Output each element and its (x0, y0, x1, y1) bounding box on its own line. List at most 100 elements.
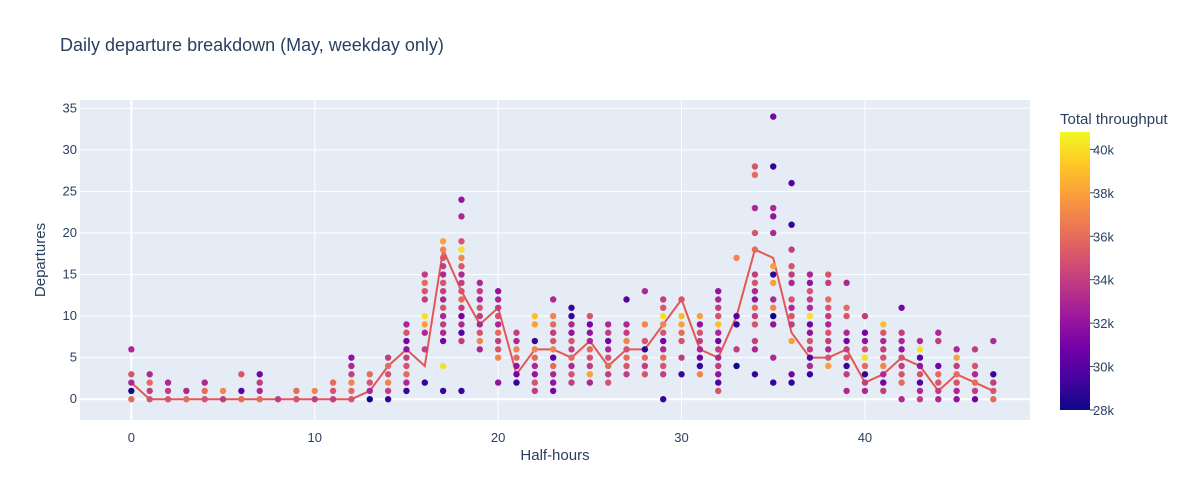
scatter-point (586, 362, 594, 370)
scatter-point (843, 312, 850, 320)
scatter-point (238, 396, 245, 403)
scatter-point (935, 396, 942, 403)
x-gridlines (130, 100, 866, 420)
y-tick-label: 0 (70, 391, 77, 406)
scatter-point (788, 304, 795, 311)
scatter-point (825, 304, 832, 311)
scatter-point (861, 387, 869, 395)
scatter-point (990, 396, 997, 403)
scatter-point (476, 329, 484, 336)
scatter-point (384, 379, 392, 386)
x-tick-label: 10 (308, 430, 322, 445)
scatter-point (476, 296, 484, 303)
scatter-point (439, 254, 447, 262)
colorbar (1060, 132, 1090, 410)
scatter-point (201, 387, 208, 395)
x-tick-label: 30 (674, 430, 688, 445)
scatter-point (715, 354, 722, 361)
scatter-point (586, 321, 594, 328)
scatter-point (586, 337, 594, 345)
scatter-point (660, 321, 667, 328)
scatter-point (696, 346, 704, 353)
scatter-point (751, 287, 759, 295)
scatter-point (660, 371, 667, 378)
scatter-point (751, 204, 759, 212)
scatter-point (733, 312, 740, 320)
scatter-point (623, 371, 630, 378)
scatter-point (458, 304, 465, 311)
scatter-point (403, 379, 410, 386)
x-tick-label: 40 (858, 430, 872, 445)
scatter-point (880, 321, 887, 328)
scatter-point (549, 371, 557, 378)
scatter-point (128, 346, 135, 353)
scatter-point (806, 296, 814, 303)
scatter-point (825, 346, 832, 353)
scatter-point (715, 387, 722, 395)
scatter-point (623, 362, 630, 370)
scatter-point (788, 337, 795, 345)
colorbar-tick-label: 34k (1093, 273, 1114, 288)
scatter-point (458, 271, 465, 278)
scatter-point (788, 296, 795, 303)
scatter-point (953, 354, 960, 361)
scatter-point (549, 329, 557, 336)
x-axis-title: Half-hours (520, 447, 589, 464)
scatter-point (770, 271, 777, 278)
scatter-point (806, 304, 814, 311)
scatter-point (604, 321, 612, 328)
scatter-point (641, 346, 649, 353)
scatter-point (788, 279, 795, 287)
scatter-point (806, 279, 814, 287)
y-axis-title: Departures (32, 223, 49, 297)
scatter-point (696, 312, 704, 320)
scatter-point (568, 337, 575, 345)
scatter-point (733, 346, 740, 353)
scatter-point (953, 379, 960, 386)
scatter-point (604, 329, 612, 336)
y-tick-label: 35 (63, 100, 77, 115)
scatter-point (146, 396, 153, 403)
y-gridlines (80, 107, 1030, 401)
scatter-point (568, 379, 575, 386)
scatter-point (953, 387, 960, 395)
scatter-point (146, 371, 153, 378)
scatter-point (513, 354, 520, 361)
colorbar-tick-labels: 28k 30k 32k 34k 36k 38k 40k (1090, 142, 1114, 418)
scatter-point (770, 229, 777, 237)
scatter-point (770, 113, 777, 120)
scatter-point (788, 371, 795, 378)
scatter-point (916, 337, 924, 345)
scatter-point (733, 362, 740, 370)
scatter-point (770, 321, 777, 328)
scatter-point (715, 321, 722, 328)
scatter-point (825, 354, 832, 361)
scatter-point (751, 321, 759, 328)
scatter-point (678, 296, 685, 303)
scatter-point (384, 387, 392, 395)
scatter-point (825, 337, 832, 345)
scatter-point (788, 263, 795, 270)
scatter-point (531, 346, 539, 353)
scatter-point (513, 346, 520, 353)
scatter-point (604, 354, 612, 361)
scatter-point (403, 387, 410, 395)
y-tick-label: 15 (63, 267, 77, 282)
scatter-point (403, 337, 410, 345)
colorbar-tick-label: 36k (1093, 229, 1114, 244)
scatter-point (348, 371, 355, 378)
scatter-point (953, 371, 960, 378)
scatter-point (568, 346, 575, 353)
scatter-point (293, 396, 300, 403)
scatter-point (586, 312, 594, 320)
scatter-point (439, 238, 447, 245)
scatter-point (128, 396, 135, 403)
scatter-point (916, 371, 924, 378)
scatter-point (494, 379, 502, 386)
scatter-point (880, 329, 887, 336)
scatter-point (971, 371, 979, 378)
scatter-point (953, 346, 960, 353)
scatter-point (549, 346, 557, 353)
scatter-point (384, 396, 392, 403)
scatter-point (494, 329, 502, 336)
